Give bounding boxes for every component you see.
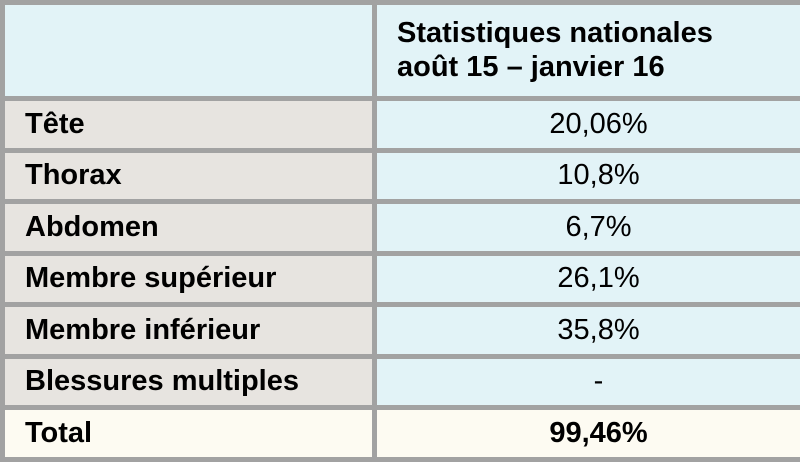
row-label: Tête	[0, 96, 377, 153]
column-header: Statistiques nationales août 15 – janvie…	[372, 0, 800, 102]
table-row: Membre inférieur 35,8%	[0, 302, 800, 359]
row-value: 35,8%	[372, 302, 800, 359]
column-header-line-2: août 15 – janvier 16	[397, 50, 665, 83]
header-empty-cell	[0, 0, 377, 102]
row-value: 10,8%	[372, 147, 800, 205]
total-label: Total	[0, 405, 377, 462]
row-label: Blessures multiples	[0, 353, 377, 411]
column-header-line-1: Statistiques nationales	[397, 17, 713, 50]
header-row: Statistiques nationales août 15 – janvie…	[0, 0, 800, 102]
row-value: 26,1%	[372, 250, 800, 308]
total-row: Total 99,46%	[0, 405, 800, 462]
row-value: -	[372, 353, 800, 411]
table-row: Membre supérieur 26,1%	[0, 250, 800, 308]
table-row: Blessures multiples -	[0, 353, 800, 411]
row-label: Membre supérieur	[0, 250, 377, 308]
row-label: Thorax	[0, 147, 377, 205]
row-value: 20,06%	[372, 96, 800, 153]
table-row: Abdomen 6,7%	[0, 199, 800, 256]
table-row: Thorax 10,8%	[0, 147, 800, 205]
row-label: Abdomen	[0, 199, 377, 256]
table-row: Tête 20,06%	[0, 96, 800, 153]
row-label: Membre inférieur	[0, 302, 377, 359]
total-value: 99,46%	[372, 405, 800, 462]
row-value: 6,7%	[372, 199, 800, 256]
